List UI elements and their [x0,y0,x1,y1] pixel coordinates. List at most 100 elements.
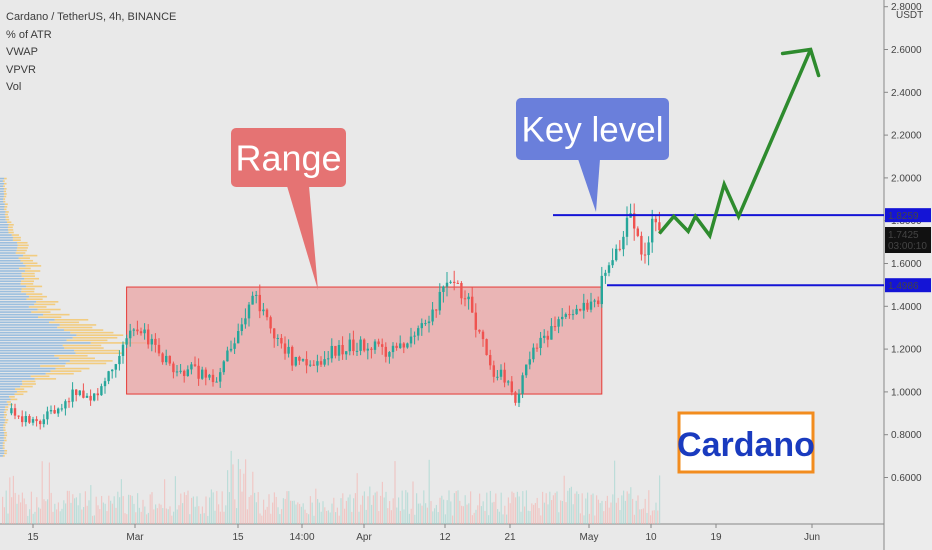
volume-bar [509,503,511,524]
volume-bar [72,494,74,524]
candle-body [528,359,531,365]
vpvr-bar-up [0,223,9,226]
legend-symbol[interactable]: Cardano / TetherUS, 4h, BINANCE [6,11,177,23]
volume-bar [106,511,108,524]
vpvr-bar-up [0,252,16,254]
candle-body [201,369,204,379]
volume-bar [131,495,133,524]
vpvr-bar-up [0,375,31,378]
volume-bar [538,508,540,524]
legend-indicator-vol[interactable]: Vol [6,81,22,93]
volume-bar [358,511,360,524]
volume-bar [281,509,283,524]
volume-bar [327,510,329,524]
cardano-label-box [677,411,815,474]
candle-body [586,302,589,310]
volume-bar [635,500,637,524]
volume-bar [479,493,481,524]
volume-bar [268,494,270,524]
vpvr-bar-down [21,380,36,383]
cardano-label: Cardano [677,411,815,474]
vpvr-bar-up [0,401,7,403]
candle-body [258,294,261,312]
vpvr-bar-up [0,424,4,426]
candle-body [96,393,99,396]
candle-body [503,369,506,383]
volume-bar [254,492,256,524]
volume-bar [14,492,16,524]
candle-body [427,321,431,324]
legend-indicator-vwap[interactable]: VWAP [6,46,38,58]
volume-bar [612,494,614,524]
volume-bar [617,497,619,524]
legend-indicator-vpvr[interactable]: VPVR [6,63,36,76]
volume-bar [466,504,468,524]
vpvr-bar-down [12,239,21,241]
volume-bar [597,499,599,524]
candle-body [114,364,117,370]
volume-bar [207,515,209,524]
volume-bar [156,508,158,524]
cardano-label-text: Cardano [677,426,815,464]
vpvr-bar-up [0,195,4,198]
time-tick-label: 12 [439,532,451,543]
key-level-tag-upper-text-0: 1.8259 [888,211,919,222]
vpvr-bar-up [0,298,27,301]
volume-bar [246,509,248,524]
volume-bar [293,500,295,524]
volume-bar [59,511,61,524]
volume-bar [124,513,126,524]
vpvr-bar-down [22,383,36,385]
volume-bar [606,495,608,524]
volume-bar [536,497,538,524]
vpvr-bar-down [62,344,102,347]
vpvr-bar-up [0,318,55,321]
volume-bar [498,511,500,524]
volume-bar [410,508,412,524]
candle-body [226,350,229,362]
volume-bar [416,493,418,524]
volume-bar [237,459,239,524]
candle-body [129,330,132,339]
volume-bar [486,492,488,524]
volume-bar [275,496,277,524]
volume-bar [38,507,40,524]
volume-bar [234,499,236,524]
vpvr-bar-up [0,290,22,293]
candle-body [633,213,636,229]
legend-indicator-atr[interactable]: % of ATR [6,28,52,41]
vpvr-bar-up [0,177,5,180]
volume-bar [579,513,581,524]
volume-bar [349,494,351,524]
volume-bar [389,501,391,524]
candle-body [251,295,254,305]
candle-body [337,344,341,356]
volume-bar [162,508,164,524]
candle-body [600,275,603,305]
vpvr-bar-down [2,455,5,457]
volume-bar [610,502,612,524]
volume-bar [525,490,527,524]
volume-bar [164,479,166,524]
candle-body [265,309,269,318]
candle-body [71,389,74,402]
volume-bar [133,503,135,524]
volume-bar [302,503,304,524]
last-price-tag-text-1: 03:00:10 [888,241,927,252]
volume-bar [581,493,583,524]
candle-body [89,395,92,401]
candle-body [571,314,575,316]
vpvr-bar-up [0,434,5,437]
volume-bar [540,515,542,524]
projection-path [658,48,813,240]
volume-bar [221,491,223,524]
candle-body [305,359,308,366]
volume-bar [243,473,245,524]
volume-bar [426,507,428,524]
volume-bar [212,492,214,524]
vpvr-bar-down [2,444,5,447]
vpvr-bar-down [30,375,50,378]
